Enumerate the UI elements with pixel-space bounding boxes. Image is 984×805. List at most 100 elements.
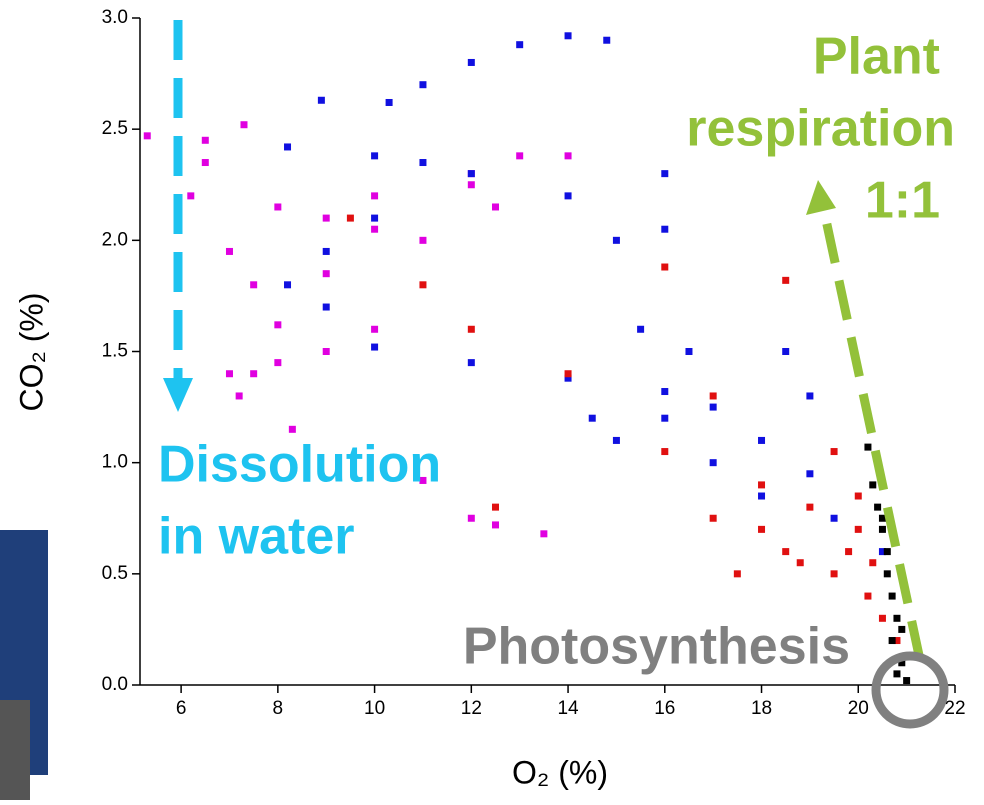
x-tick-label: 22: [944, 698, 965, 719]
point: [661, 414, 669, 422]
point: [240, 121, 248, 129]
point: [540, 530, 548, 538]
point: [806, 470, 814, 478]
point: [898, 625, 906, 633]
point: [564, 32, 572, 40]
point: [661, 225, 669, 233]
point: [288, 425, 296, 433]
point: [346, 214, 354, 222]
point: [709, 514, 717, 522]
point: [782, 276, 790, 284]
point: [419, 81, 427, 89]
point: [274, 359, 282, 367]
point: [274, 321, 282, 329]
point: [492, 203, 500, 211]
point: [492, 503, 500, 511]
point: [845, 548, 853, 556]
point: [250, 370, 258, 378]
point: [806, 503, 814, 511]
point: [564, 152, 572, 160]
y-tick-label: 2.5: [102, 118, 128, 139]
point: [322, 270, 330, 278]
point: [371, 192, 379, 200]
point: [322, 348, 330, 355]
y-tick-label: 3.0: [102, 7, 128, 28]
point: [564, 374, 572, 382]
point: [467, 359, 475, 367]
y-axis-label: CO₂ (%): [13, 292, 49, 411]
point: [250, 281, 258, 289]
point: [274, 203, 282, 211]
point: [467, 58, 475, 66]
point: [758, 492, 766, 500]
respiration-arrow: [821, 219, 925, 661]
point: [235, 392, 243, 400]
point: [187, 192, 195, 200]
point: [782, 548, 790, 556]
point: [878, 614, 886, 622]
point: [869, 559, 877, 567]
point: [893, 670, 901, 678]
point: [419, 159, 427, 167]
point: [888, 592, 896, 600]
point: [492, 521, 500, 529]
point: [385, 98, 393, 106]
point: [806, 392, 814, 400]
point: [869, 481, 877, 489]
point: [371, 225, 379, 233]
dissolution-arrowhead: [163, 378, 193, 412]
respiration-arrowhead: [806, 180, 836, 215]
point: [709, 392, 717, 400]
point: [733, 570, 741, 578]
point: [854, 492, 862, 500]
point: [564, 192, 572, 200]
point: [661, 263, 669, 271]
point: [516, 41, 524, 49]
x-tick-label: 14: [557, 698, 579, 719]
point: [322, 303, 330, 311]
annotation: 1:1: [865, 172, 940, 230]
point: [709, 403, 717, 411]
point: [419, 476, 427, 484]
point: [612, 436, 620, 444]
y-tick-label: 1.5: [102, 341, 128, 362]
point: [467, 170, 475, 178]
point: [883, 570, 891, 578]
point: [467, 181, 475, 189]
annotation: in water: [158, 508, 355, 566]
point: [758, 525, 766, 533]
point: [903, 677, 911, 685]
point: [637, 325, 645, 333]
y-tick-label: 1.0: [102, 452, 128, 473]
point: [371, 152, 379, 160]
y-tick-label: 0.0: [102, 674, 128, 695]
point: [201, 159, 209, 167]
point: [685, 348, 693, 355]
point: [661, 448, 669, 456]
point: [758, 481, 766, 489]
point: [883, 548, 891, 556]
point: [612, 236, 620, 244]
point: [371, 325, 379, 333]
point: [709, 459, 717, 467]
point: [782, 348, 790, 355]
point: [661, 170, 669, 178]
annotation: Photosynthesis: [463, 618, 850, 676]
plot-area: 0.0 0.5 1.0 1.5 2.0 2.5 3.0 6 8 10 12 14 16 18 20 22: [102, 7, 966, 719]
point: [864, 443, 872, 451]
point: [322, 214, 330, 222]
point: [516, 152, 524, 160]
point: [796, 559, 804, 567]
point: [874, 503, 882, 511]
point: [371, 343, 379, 351]
point: [225, 370, 233, 378]
point: [467, 514, 475, 522]
point: [830, 570, 838, 578]
photosynthesis-circle: [871, 651, 949, 729]
instrument-stand: [0, 700, 30, 800]
point: [893, 637, 901, 645]
point: [854, 525, 862, 533]
point: [878, 514, 886, 522]
point: [284, 143, 292, 151]
